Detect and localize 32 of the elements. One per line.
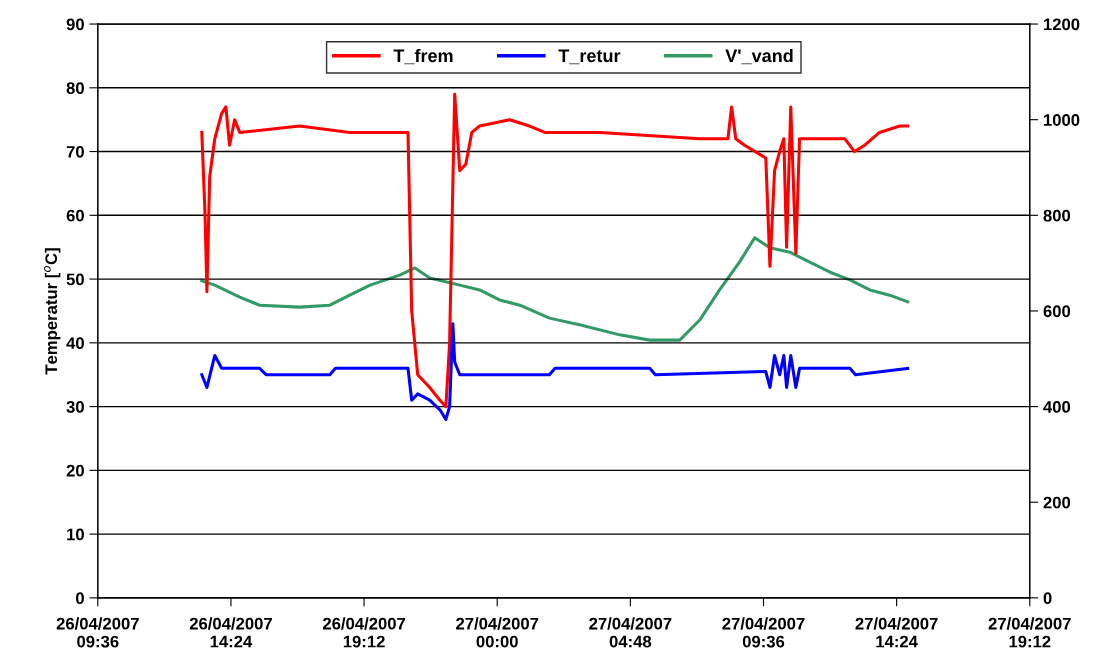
- legend-label: T_frem: [393, 48, 453, 65]
- x-tick-label: 27/04/2007 14:24: [855, 617, 938, 648]
- line-series: [200, 322, 910, 421]
- x-tick-label: 27/04/2007 00:00: [456, 617, 539, 648]
- line-series: [200, 92, 910, 409]
- x-tick-label: 26/04/2007 09:36: [56, 617, 139, 648]
- line-series: [200, 236, 910, 342]
- x-tick-label: 26/04/2007 19:12: [322, 617, 406, 648]
- y-tick-label: 0: [76, 592, 84, 605]
- y-axis-title: Temperatur [$^{o}$C]: [44, 248, 61, 375]
- y-tick-label: 80: [66, 82, 84, 95]
- x-tick-label: 27/04/2007 04:48: [589, 617, 672, 648]
- y2-tick-label: 0: [1043, 592, 1052, 605]
- y2-tick-label: 1000: [1044, 114, 1080, 126]
- x-tick-label: 27/04/2007 09:36: [722, 617, 805, 648]
- x-tick-label: 26/04/2007 14:24: [189, 617, 272, 648]
- y-tick-label: 60: [66, 209, 84, 222]
- y-tick-label: 40: [66, 337, 84, 350]
- y-tick-label: 30: [66, 400, 84, 413]
- y-tick-label: 70: [66, 145, 84, 158]
- y2-tick-label: 600: [1043, 305, 1071, 318]
- y2-tick-label: 1200: [1044, 18, 1080, 31]
- y2-tick-label: 200: [1043, 496, 1071, 509]
- y-tick-label: 50: [66, 273, 84, 286]
- legend-label: T_retur: [558, 49, 621, 65]
- y-tick-label: 90: [66, 18, 84, 31]
- y-tick-label: 20: [66, 464, 84, 477]
- legend-label: V'_vand: [725, 48, 793, 65]
- y-tick-label: 10: [67, 528, 84, 541]
- y2-tick-label: 400: [1043, 400, 1071, 413]
- x-tick-label: 27/04/2007 19:12: [988, 617, 1071, 648]
- y2-tick-label: 800: [1043, 209, 1071, 222]
